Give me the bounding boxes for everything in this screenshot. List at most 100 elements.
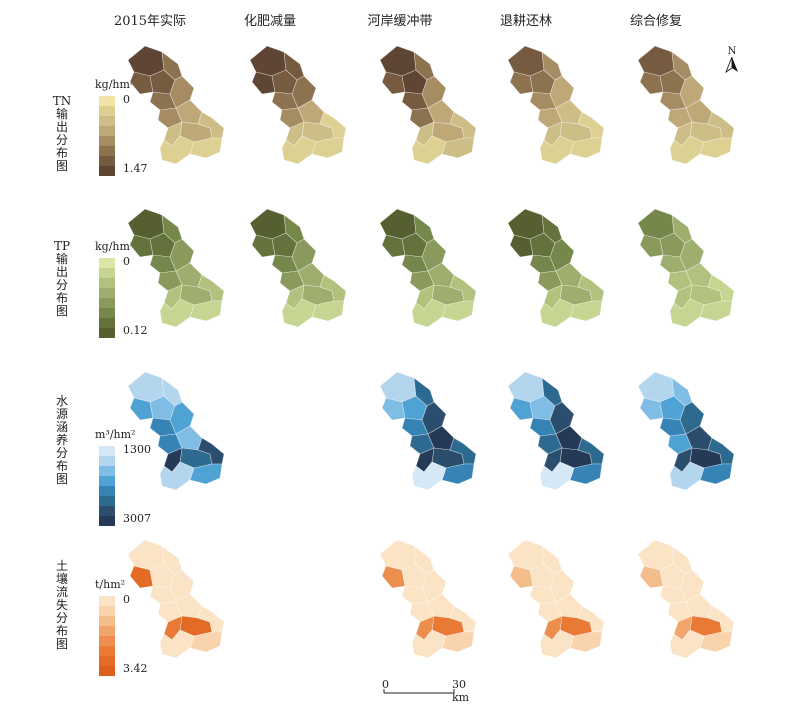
subbasin <box>541 51 563 81</box>
row-title-4: 土壤流失分布图 <box>55 559 68 651</box>
subbasin <box>637 539 675 571</box>
legend-swatch <box>99 596 115 606</box>
subbasin <box>539 135 575 165</box>
subbasin <box>381 565 406 589</box>
scale-bar-line <box>383 689 455 694</box>
subbasin <box>541 377 563 407</box>
subbasin <box>129 397 154 421</box>
legend-min-label: 0 <box>123 255 130 268</box>
subbasin <box>509 234 534 258</box>
subbasin <box>449 274 477 302</box>
subbasin <box>507 208 545 240</box>
subbasin <box>509 71 534 95</box>
subbasin <box>379 45 417 77</box>
subbasin <box>319 274 347 302</box>
subbasin <box>411 629 447 659</box>
legend-swatch <box>99 636 115 646</box>
north-arrow: N <box>722 46 742 76</box>
subbasin <box>159 629 195 659</box>
legend-swatch <box>99 656 115 666</box>
map-3-1 <box>127 371 225 491</box>
subbasin <box>577 274 605 302</box>
map-2-5 <box>637 208 735 328</box>
subbasin <box>129 71 154 95</box>
legend-swatch <box>99 456 115 466</box>
subbasin <box>637 45 675 77</box>
legend-swatch <box>99 288 115 298</box>
subbasin <box>283 51 305 81</box>
subbasin <box>161 214 183 244</box>
subbasin <box>539 629 575 659</box>
north-label: N <box>727 46 737 57</box>
map-2-1 <box>127 208 225 328</box>
subbasin <box>577 605 605 633</box>
subbasin <box>129 234 154 258</box>
subbasin <box>127 45 165 77</box>
subbasin <box>411 298 447 328</box>
subbasin <box>197 605 225 633</box>
subbasin <box>541 545 563 575</box>
legend-max-label: 3007 <box>123 512 151 525</box>
north-arrow-icon <box>725 56 738 74</box>
subbasin <box>449 437 477 465</box>
legend-swatch <box>99 446 115 456</box>
legend-min-label: 1300 <box>123 443 151 456</box>
map-1-4 <box>507 45 605 165</box>
column-title-4: 退耕还林 <box>499 14 552 29</box>
legend-swatch <box>99 278 115 288</box>
legend-swatch <box>99 166 115 176</box>
subbasin <box>249 208 287 240</box>
legend-swatch <box>99 126 115 136</box>
column-title-3: 河岸缓冲带 <box>367 14 433 29</box>
column-title-1: 2015年实际 <box>113 14 187 29</box>
subbasin <box>379 371 417 403</box>
legend-swatch <box>99 486 115 496</box>
legend-swatch <box>99 506 115 516</box>
subbasin <box>281 135 317 165</box>
subbasin <box>413 214 435 244</box>
subbasin <box>509 565 534 589</box>
subbasin <box>671 545 693 575</box>
legend-swatch <box>99 328 115 338</box>
subbasin <box>413 377 435 407</box>
subbasin <box>413 51 435 81</box>
column-title-5: 综合修复 <box>629 14 682 29</box>
map-2-2 <box>249 208 347 328</box>
legend-swatch <box>99 258 115 268</box>
subbasin <box>161 545 183 575</box>
legend-swatch <box>99 106 115 116</box>
subbasin <box>509 397 534 421</box>
subbasin <box>541 214 563 244</box>
legend-swatch <box>99 666 115 676</box>
subbasin <box>159 135 195 165</box>
legend-swatch <box>99 606 115 616</box>
legend-swatch <box>99 646 115 656</box>
subbasin <box>161 51 183 81</box>
subbasin <box>159 298 195 328</box>
map-1-2 <box>249 45 347 165</box>
legend-unit: kg/hm² <box>95 240 135 253</box>
legend-swatch <box>99 616 115 626</box>
subbasin <box>507 539 545 571</box>
subbasin <box>449 605 477 633</box>
legend-swatch <box>99 96 115 106</box>
subbasin <box>669 461 705 491</box>
subbasin <box>197 274 225 302</box>
map-4-4 <box>507 539 605 659</box>
legend-min-label: 0 <box>123 593 130 606</box>
subbasin <box>577 437 605 465</box>
subbasin <box>671 51 693 81</box>
subbasin <box>577 111 605 139</box>
subbasin <box>379 208 417 240</box>
legend-unit: m³/hm² <box>95 428 136 441</box>
subbasin <box>637 371 675 403</box>
legend-swatch <box>99 466 115 476</box>
subbasin <box>381 71 406 95</box>
legend-swatch <box>99 476 115 486</box>
subbasin <box>197 111 225 139</box>
subbasin <box>159 461 195 491</box>
subbasin <box>707 605 735 633</box>
row-title-2: TP输出分布图 <box>53 239 71 318</box>
map-2-3 <box>379 208 477 328</box>
map-3-5 <box>637 371 735 491</box>
